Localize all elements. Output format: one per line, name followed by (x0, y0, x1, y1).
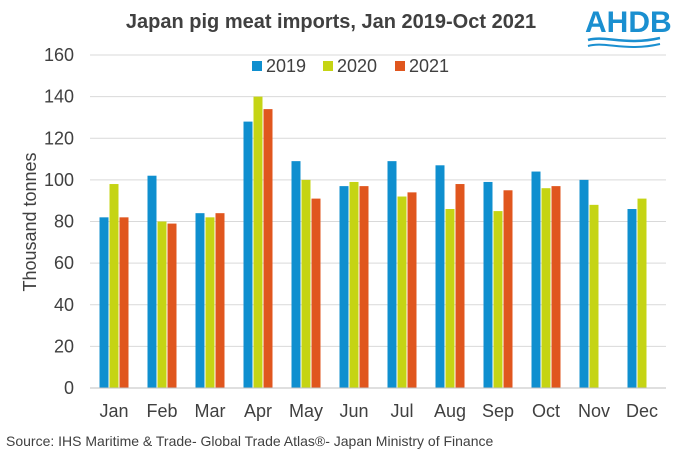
bar-2020-jul (397, 196, 407, 388)
bar-2019-feb (147, 175, 157, 388)
bar-2019-aug (435, 165, 445, 388)
bar-2020-nov (589, 204, 599, 388)
y-tick-label: 80 (54, 212, 74, 232)
y-axis-label: Thousand tonnes (20, 152, 40, 291)
y-tick-label: 120 (44, 128, 74, 148)
bar-2021-jan (119, 217, 129, 388)
gridlines (90, 54, 666, 347)
y-tick-label: 40 (54, 295, 74, 315)
x-tick-label: Feb (146, 401, 177, 421)
bar-2021-jun (359, 186, 369, 388)
logo-text: AHDB (585, 6, 672, 39)
bar-2021-feb (167, 223, 177, 388)
x-tick-label: Oct (532, 401, 560, 421)
bar-2021-aug (455, 184, 465, 388)
y-tick-label: 100 (44, 170, 74, 190)
legend-swatch-2019 (252, 61, 262, 71)
bar-2020-feb (157, 221, 167, 388)
bar-2020-apr (253, 96, 263, 388)
bars (99, 96, 647, 389)
bar-2019-nov (579, 179, 589, 388)
bar-2019-jul (387, 161, 397, 388)
bar-2019-dec (627, 209, 637, 388)
logo-wave-icon (587, 43, 661, 48)
legend-label-2021: 2021 (409, 56, 449, 76)
bar-2020-aug (445, 209, 455, 388)
bar-2019-oct (531, 171, 541, 388)
x-tick-label: Jun (339, 401, 368, 421)
bar-2019-jun (339, 186, 349, 388)
y-tick-label: 160 (44, 45, 74, 65)
x-tick-label: May (289, 401, 323, 421)
x-tick-label: Mar (195, 401, 226, 421)
bar-2020-may (301, 179, 311, 388)
legend-label-2020: 2020 (337, 56, 377, 76)
x-axis-ticks: Jan Feb Mar Apr May Jun Jul Aug Sep Oct Nov Dec (99, 401, 658, 421)
legend-swatch-2021 (395, 61, 405, 71)
bar-2021-sep (503, 190, 513, 388)
bar-2020-sep (493, 211, 503, 388)
bar-2021-oct (551, 186, 561, 388)
x-tick-label: Jan (99, 401, 128, 421)
x-tick-label: Dec (626, 401, 658, 421)
bar-2021-apr (263, 109, 273, 389)
bar-2021-may (311, 198, 321, 388)
bar-2020-oct (541, 188, 551, 388)
logo-wave-icon (587, 36, 661, 43)
bar-2019-mar (195, 213, 205, 388)
legend-swatch-2020 (323, 61, 333, 71)
y-axis-ticks: 0 20 40 60 80 100 120 140 160 (44, 45, 74, 398)
bar-2019-apr (243, 121, 253, 388)
bar-2020-dec (637, 198, 647, 388)
source-note: Source: IHS Maritime & Trade- Global Tra… (6, 433, 494, 449)
legend-label-2019: 2019 (266, 56, 306, 76)
bar-2020-jan (109, 184, 119, 388)
y-tick-label: 60 (54, 253, 74, 273)
bar-2020-mar (205, 217, 215, 388)
chart-title: Japan pig meat imports, Jan 2019-Oct 202… (126, 11, 536, 33)
x-tick-label: Sep (482, 401, 514, 421)
bar-2020-jun (349, 181, 359, 388)
bar-2019-sep (483, 181, 493, 388)
x-tick-label: Aug (434, 401, 466, 421)
y-tick-label: 20 (54, 336, 74, 356)
y-tick-label: 140 (44, 87, 74, 107)
bar-2019-jan (99, 217, 109, 388)
ahdb-logo: AHDB (585, 6, 672, 48)
y-tick-label: 0 (64, 378, 74, 398)
legend: 2019 2020 2021 (252, 56, 449, 76)
x-tick-label: Nov (578, 401, 610, 421)
bar-2021-mar (215, 213, 225, 388)
x-tick-label: Apr (244, 401, 272, 421)
x-tick-label: Jul (390, 401, 413, 421)
bar-2019-may (291, 161, 301, 388)
bar-2021-jul (407, 192, 417, 388)
